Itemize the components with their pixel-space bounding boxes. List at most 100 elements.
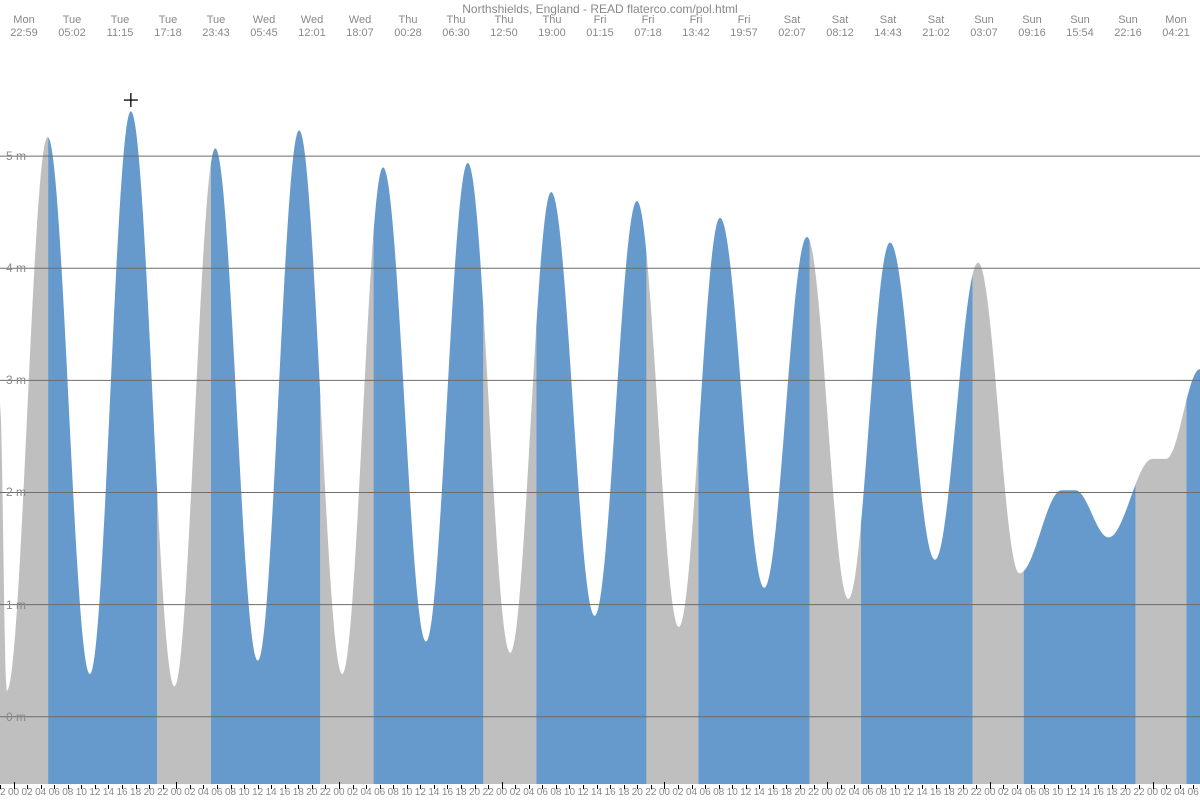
x-tick-minor — [1112, 785, 1113, 789]
x-tick-minor — [217, 785, 218, 789]
x-tick-minor — [1058, 785, 1059, 789]
x-tick-minor — [1180, 785, 1181, 789]
x-tick-minor — [976, 785, 977, 789]
header-row: Mon22:59Tue05:02Tue11:15Tue17:18Tue23:43… — [0, 14, 1200, 42]
x-tick-minor — [610, 785, 611, 789]
x-tick-major — [664, 782, 665, 789]
header-column: Fri13:42 — [672, 14, 720, 40]
x-tick-minor — [773, 785, 774, 789]
header-column: Fri19:57 — [720, 14, 768, 40]
x-tick-minor — [312, 785, 313, 789]
x-tick-minor — [556, 785, 557, 789]
x-tick-minor — [298, 785, 299, 789]
x-tick-major — [502, 782, 503, 789]
header-column: Sun15:54 — [1056, 14, 1104, 40]
x-tick-minor — [936, 785, 937, 789]
header-column: Thu00:28 — [384, 14, 432, 40]
tide-area-night — [973, 263, 1024, 784]
header-column: Thu19:00 — [528, 14, 576, 40]
tide-area-day — [698, 218, 809, 784]
x-tick-minor — [786, 785, 787, 789]
x-tick-major — [1153, 782, 1154, 789]
x-tick-minor — [949, 785, 950, 789]
y-tick-label: 4 m — [6, 261, 26, 275]
tide-area-night — [809, 240, 861, 784]
header-column: Mon22:59 — [0, 14, 48, 40]
x-tick-minor — [908, 785, 909, 789]
tide-area-day — [211, 130, 320, 784]
x-tick-minor — [651, 785, 652, 789]
x-tick-minor — [27, 785, 28, 789]
x-tick-minor — [434, 785, 435, 789]
y-tick-label: 5 m — [6, 149, 26, 163]
x-tick-minor — [136, 785, 137, 789]
header-column: Wed18:07 — [336, 14, 384, 40]
x-tick-minor — [1125, 785, 1126, 789]
x-tick-minor — [1166, 785, 1167, 789]
tide-area-day — [374, 163, 484, 784]
x-tick-minor — [597, 785, 598, 789]
x-tick-minor — [325, 785, 326, 789]
x-tick-minor — [244, 785, 245, 789]
x-tick-minor — [814, 785, 815, 789]
tide-area-night — [157, 164, 211, 784]
tide-chart: Northshields, England - READ flaterco.co… — [0, 0, 1200, 800]
x-tick-minor — [515, 785, 516, 789]
x-tick-minor — [461, 785, 462, 789]
x-tick-minor — [705, 785, 706, 789]
x-tick-minor — [488, 785, 489, 789]
x-tick-minor — [624, 785, 625, 789]
x-tick-major — [990, 782, 991, 789]
header-column: Tue23:43 — [192, 14, 240, 40]
x-tick-minor — [407, 785, 408, 789]
x-tick-minor — [637, 785, 638, 789]
tide-area-night — [646, 253, 698, 784]
x-tick-major — [339, 782, 340, 789]
header-column: Sat08:12 — [816, 14, 864, 40]
x-tick-minor — [841, 785, 842, 789]
x-tick-major — [827, 782, 828, 789]
x-tick-minor — [529, 785, 530, 789]
header-column: Thu06:30 — [432, 14, 480, 40]
header-column: Sat02:07 — [768, 14, 816, 40]
y-tick-label: 3 m — [6, 373, 26, 387]
x-tick-minor — [447, 785, 448, 789]
x-tick-minor — [868, 785, 869, 789]
y-tick-label: 2 m — [6, 485, 26, 499]
x-tick-minor — [1017, 785, 1018, 789]
x-tick-minor — [569, 785, 570, 789]
tide-area-day — [1186, 369, 1200, 784]
x-tick-minor — [692, 785, 693, 789]
x-tick-minor — [475, 785, 476, 789]
x-tick-minor — [203, 785, 204, 789]
x-tick-minor — [1098, 785, 1099, 789]
x-tick-minor — [95, 785, 96, 789]
header-column: Sun09:16 — [1008, 14, 1056, 40]
x-tick-minor — [719, 785, 720, 789]
tide-area-night — [1136, 400, 1187, 784]
x-tick-minor — [380, 785, 381, 789]
header-column: Sun22:16 — [1104, 14, 1152, 40]
tide-area-day — [861, 242, 973, 784]
x-tick-minor — [1193, 785, 1194, 789]
x-tick-minor — [108, 785, 109, 789]
header-column: Thu12:50 — [480, 14, 528, 40]
x-tick-major — [176, 782, 177, 789]
y-tick-label: 0 m — [6, 710, 26, 724]
header-column: Wed05:45 — [240, 14, 288, 40]
plot-svg — [0, 0, 1200, 800]
x-tick-minor — [285, 785, 286, 789]
x-tick-minor — [393, 785, 394, 789]
x-tick-minor — [678, 785, 679, 789]
x-tick-minor — [41, 785, 42, 789]
x-tick-major — [14, 782, 15, 789]
x-axis: 2200020406081012141618202200020406081012… — [0, 784, 1200, 800]
x-tick-minor — [231, 785, 232, 789]
x-tick-minor — [271, 785, 272, 789]
x-tick-minor — [366, 785, 367, 789]
header-column: Tue17:18 — [144, 14, 192, 40]
x-tick-minor — [854, 785, 855, 789]
x-tick-minor — [54, 785, 55, 789]
x-tick-minor — [881, 785, 882, 789]
x-tick-minor — [895, 785, 896, 789]
